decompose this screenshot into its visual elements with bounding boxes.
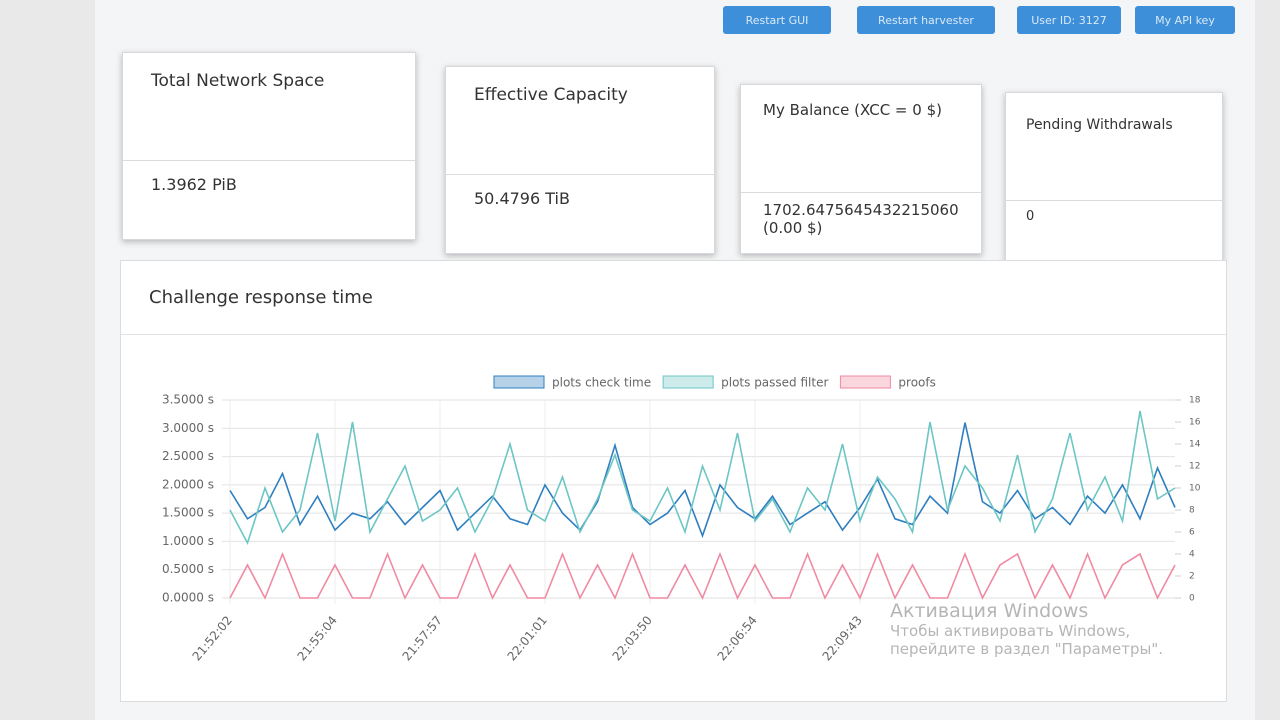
card: Total Network Space 1.3962 PiB bbox=[122, 52, 416, 240]
card-value: 1.3962 PiB bbox=[151, 175, 237, 194]
y-tick-label: 0.0000 s bbox=[162, 591, 214, 605]
legend-swatch bbox=[839, 375, 891, 389]
card-title: Pending Withdrawals bbox=[1006, 93, 1222, 201]
button[interactable]: My API key bbox=[1135, 6, 1235, 34]
legend-label: proofs bbox=[898, 376, 935, 390]
x-tick-label: 22:09:43 bbox=[820, 613, 865, 663]
card-value: 1702.6475645432215060 (0.00 $) bbox=[763, 201, 959, 237]
card-title: Total Network Space bbox=[123, 53, 415, 161]
x-tick-label: 22:01:01 bbox=[505, 613, 550, 663]
chart-panel: Challenge response time bbox=[120, 260, 1227, 702]
y2-tick-label: 0 bbox=[1189, 594, 1195, 604]
y2-tick-label: 16 bbox=[1189, 418, 1201, 428]
y2-tick-label: 4 bbox=[1189, 550, 1195, 560]
card-title: Effective Capacity bbox=[446, 67, 714, 175]
y2-tick-label: 8 bbox=[1189, 506, 1195, 516]
series-line bbox=[229, 410, 1176, 546]
y-tick-label: 0.5000 s bbox=[162, 562, 214, 576]
y2-tick-label: 2 bbox=[1189, 572, 1195, 582]
panel-title: Challenge response time bbox=[121, 261, 1226, 335]
y2-tick-label: 18 bbox=[1189, 396, 1201, 406]
legend-swatch bbox=[662, 375, 714, 389]
legend-label: plots check time bbox=[552, 376, 651, 390]
watermark: Активация Windows Чтобы активировать Wind… bbox=[890, 600, 1220, 658]
card: Effective Capacity 50.4796 TiB bbox=[445, 66, 715, 254]
legend-label: plots passed filter bbox=[721, 376, 828, 390]
watermark-text: Чтобы активировать Windows, перейдите в … bbox=[890, 622, 1164, 658]
y-tick-label: 3.0000 s bbox=[162, 421, 214, 435]
y-tick-label: 1.5000 s bbox=[162, 506, 214, 520]
card-title: My Balance (XCC = 0 $) bbox=[741, 85, 981, 193]
y2-tick-label: 14 bbox=[1189, 440, 1201, 450]
y2-tick-label: 12 bbox=[1189, 462, 1200, 472]
legend-swatch bbox=[493, 375, 545, 389]
card: My Balance (XCC = 0 $) 1702.6475645432215… bbox=[740, 84, 982, 254]
series-line bbox=[229, 551, 1176, 600]
x-tick-label: 22:03:50 bbox=[610, 613, 655, 663]
button[interactable]: Restart harvester bbox=[857, 6, 995, 34]
card-value: 50.4796 TiB bbox=[474, 189, 570, 208]
x-tick-label: 21:55:04 bbox=[295, 613, 340, 663]
x-tick-label: 22:06:54 bbox=[715, 613, 760, 663]
x-tick-label: 21:52:02 bbox=[190, 613, 235, 663]
button[interactable]: Restart GUI bbox=[723, 6, 831, 34]
y-tick-label: 1.0000 s bbox=[162, 534, 214, 548]
y2-tick-label: 6 bbox=[1189, 528, 1195, 538]
y2-tick-label: 10 bbox=[1189, 484, 1201, 494]
watermark-title: Активация Windows bbox=[890, 600, 1089, 622]
y-tick-label: 2.0000 s bbox=[162, 477, 214, 491]
card-value: 0 bbox=[1026, 209, 1035, 224]
series-line bbox=[229, 422, 1176, 539]
card: Pending Withdrawals 0 bbox=[1005, 92, 1223, 262]
x-tick-label: 21:57:57 bbox=[400, 613, 445, 663]
y-tick-label: 3.5000 s bbox=[162, 393, 214, 407]
button[interactable]: User ID: 3127 bbox=[1017, 6, 1121, 34]
y-tick-label: 2.5000 s bbox=[162, 449, 214, 463]
